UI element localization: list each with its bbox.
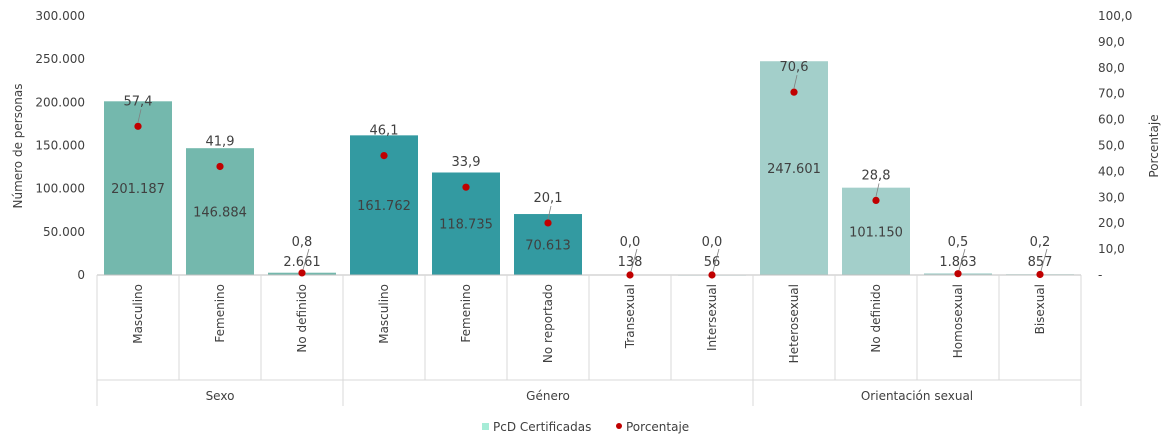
percent-dot: [1036, 270, 1044, 279]
y-tick-label: 150.000: [35, 139, 85, 153]
leader-line: [137, 109, 142, 123]
percent-dot: [544, 219, 552, 227]
percent-label: 70,6: [780, 60, 809, 75]
category-label: Homosexual: [951, 284, 965, 358]
y-tick-label: 300.000: [35, 9, 85, 23]
category-label: Femenino: [459, 284, 473, 343]
y2-tick-label: 20,0: [1098, 216, 1125, 230]
y-axis-title: Número de personas: [11, 83, 25, 208]
bar-value-label: 161.762: [357, 199, 411, 214]
y-tick-label: 0: [77, 268, 85, 282]
percent-dot: [708, 271, 716, 279]
percent-label: 0,8: [292, 235, 313, 250]
y-tick-label: 100.000: [35, 182, 85, 196]
percent-label: 28,8: [862, 168, 891, 183]
leader-line: [629, 248, 638, 276]
percent-dot: [626, 271, 634, 279]
bar-value-label: 56: [704, 255, 721, 270]
bar-value-label: 101.150: [849, 225, 903, 240]
category-label: No reportado: [541, 284, 555, 363]
percent-dot: [216, 162, 224, 171]
y2-tick-label: 70,0: [1098, 87, 1125, 101]
bar: [104, 101, 172, 275]
percent-label: 0,0: [620, 235, 641, 250]
group-label: Orientación sexual: [861, 389, 973, 403]
percent-label: 0,0: [702, 235, 723, 250]
percent-dot: [462, 183, 470, 191]
leader-line: [547, 205, 552, 220]
category-label: Masculino: [131, 284, 145, 344]
percent-dot: [872, 196, 880, 205]
y2-tick-label: 40,0: [1098, 164, 1125, 178]
legend-label-bars: PcD Certificadas: [493, 420, 591, 434]
leader-line: [793, 75, 798, 89]
percent-label: 41,9: [206, 134, 235, 149]
leader-line: [957, 248, 966, 274]
y2-tick-label: 60,0: [1098, 113, 1125, 127]
category-label: Transexual: [623, 284, 637, 349]
bar-value-label: 118.735: [439, 218, 493, 233]
bar-value-label: 70.613: [525, 239, 571, 254]
group-label: Sexo: [206, 389, 235, 403]
percent-dot: [134, 122, 142, 130]
category-label: Intersexual: [705, 284, 719, 351]
bar-value-label: 2.661: [283, 255, 320, 270]
y2-tick-label: 50,0: [1098, 139, 1125, 153]
y2-tick-label: 80,0: [1098, 61, 1125, 75]
bar-value-label: 1.863: [939, 255, 976, 270]
y2-tick-label: 100,0: [1098, 9, 1132, 23]
leader-line: [301, 248, 310, 274]
leader-line: [711, 248, 720, 276]
percent-label: 0,5: [948, 235, 969, 250]
y-tick-label: 50.000: [43, 225, 85, 239]
y2-tick-label: -: [1098, 268, 1102, 282]
legend-swatch-dots: [616, 423, 622, 429]
y2-tick-label: 90,0: [1098, 35, 1125, 49]
bar: [760, 61, 828, 275]
percent-label: 33,9: [452, 155, 481, 170]
percent-label: 20,1: [534, 191, 563, 206]
bar-value-label: 247.601: [767, 162, 821, 177]
bar-value-label: 146.884: [193, 206, 247, 221]
percent-dot: [954, 270, 962, 278]
bar-value-label: 201.187: [111, 182, 165, 197]
y-tick-label: 200.000: [35, 95, 85, 109]
y2-tick-label: 30,0: [1098, 190, 1125, 204]
y-tick-label: 250.000: [35, 52, 85, 66]
percent-label: 0,2: [1030, 235, 1051, 250]
bar-value-label: 138: [618, 255, 643, 270]
percent-label: 46,1: [370, 124, 399, 139]
category-label: Masculino: [377, 284, 391, 344]
y2-axis-title: Porcentaje: [1147, 114, 1161, 177]
leader-line: [1039, 248, 1048, 275]
legend-swatch-bars: [482, 423, 489, 430]
category-label: Femenino: [213, 284, 227, 343]
y2-tick-label: 10,0: [1098, 242, 1125, 256]
category-label: No definido: [869, 284, 883, 353]
category-label: No definido: [295, 284, 309, 353]
leader-line: [875, 183, 880, 197]
percent-dot: [298, 269, 306, 277]
legend-label-dots: Porcentaje: [626, 420, 689, 434]
percent-label: 57,4: [124, 94, 153, 109]
category-label: Heterosexual: [787, 284, 801, 363]
category-label: Bisexual: [1033, 284, 1047, 334]
percent-dot: [380, 152, 388, 160]
group-label: Género: [526, 389, 570, 403]
bar-value-label: 857: [1028, 255, 1053, 270]
percent-dot: [790, 88, 798, 96]
